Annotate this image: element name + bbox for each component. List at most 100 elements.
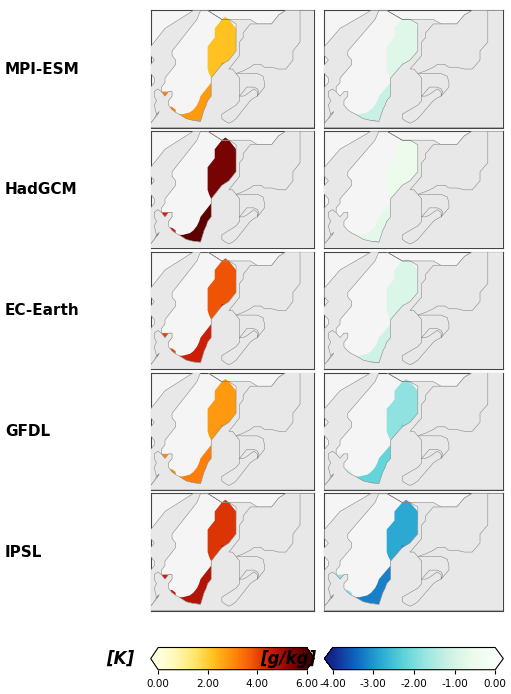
- Polygon shape: [147, 373, 200, 490]
- Polygon shape: [154, 575, 172, 595]
- Polygon shape: [154, 92, 172, 112]
- Polygon shape: [329, 333, 348, 353]
- Polygon shape: [236, 309, 304, 315]
- Text: GFDL: GFDL: [5, 424, 50, 439]
- Polygon shape: [151, 252, 314, 369]
- Polygon shape: [324, 10, 503, 128]
- Polygon shape: [236, 67, 304, 74]
- Polygon shape: [236, 550, 304, 557]
- Polygon shape: [151, 10, 314, 128]
- Polygon shape: [418, 67, 492, 74]
- Text: MPI-ESM: MPI-ESM: [5, 62, 80, 76]
- Polygon shape: [324, 373, 503, 490]
- Polygon shape: [207, 137, 240, 203]
- Polygon shape: [418, 188, 492, 194]
- Polygon shape: [329, 212, 348, 232]
- Polygon shape: [238, 572, 259, 581]
- Polygon shape: [151, 373, 314, 490]
- Polygon shape: [324, 252, 503, 369]
- Polygon shape: [331, 424, 445, 486]
- Polygon shape: [154, 333, 172, 353]
- Polygon shape: [410, 131, 488, 194]
- Polygon shape: [151, 131, 314, 248]
- Polygon shape: [331, 183, 445, 244]
- Polygon shape: [387, 379, 422, 445]
- Polygon shape: [320, 373, 379, 490]
- Polygon shape: [402, 436, 449, 486]
- PathPatch shape: [324, 648, 333, 670]
- Polygon shape: [420, 451, 443, 460]
- Polygon shape: [420, 330, 443, 339]
- PathPatch shape: [307, 648, 314, 670]
- Polygon shape: [324, 481, 503, 490]
- Polygon shape: [207, 379, 240, 445]
- Polygon shape: [329, 575, 348, 595]
- Polygon shape: [147, 493, 200, 611]
- Polygon shape: [329, 454, 348, 474]
- Polygon shape: [238, 210, 259, 219]
- Polygon shape: [402, 194, 449, 244]
- Polygon shape: [418, 430, 492, 436]
- Polygon shape: [161, 590, 176, 597]
- Polygon shape: [147, 252, 200, 369]
- Polygon shape: [222, 194, 265, 244]
- Polygon shape: [229, 10, 300, 74]
- Polygon shape: [207, 17, 240, 83]
- Polygon shape: [207, 500, 240, 566]
- Polygon shape: [331, 303, 445, 365]
- Text: EC-Earth: EC-Earth: [5, 303, 80, 318]
- Polygon shape: [324, 239, 503, 248]
- Polygon shape: [410, 493, 488, 557]
- Polygon shape: [151, 602, 314, 611]
- Polygon shape: [151, 481, 314, 490]
- Polygon shape: [418, 550, 492, 557]
- Polygon shape: [161, 469, 176, 476]
- Polygon shape: [236, 188, 304, 194]
- Polygon shape: [229, 252, 300, 315]
- Polygon shape: [324, 493, 503, 611]
- Polygon shape: [336, 348, 352, 355]
- Polygon shape: [154, 212, 172, 232]
- Polygon shape: [402, 557, 449, 607]
- Polygon shape: [331, 545, 445, 607]
- Polygon shape: [151, 360, 314, 369]
- Polygon shape: [320, 131, 379, 248]
- Polygon shape: [236, 430, 304, 436]
- Polygon shape: [147, 10, 200, 128]
- Polygon shape: [151, 493, 314, 611]
- Polygon shape: [331, 62, 445, 124]
- Polygon shape: [156, 303, 261, 365]
- Polygon shape: [324, 131, 503, 248]
- Polygon shape: [418, 309, 492, 315]
- Polygon shape: [156, 545, 261, 607]
- Polygon shape: [238, 451, 259, 460]
- Polygon shape: [324, 119, 503, 128]
- Polygon shape: [222, 557, 265, 607]
- Polygon shape: [336, 228, 352, 235]
- Polygon shape: [420, 210, 443, 219]
- Polygon shape: [410, 10, 488, 74]
- Polygon shape: [336, 107, 352, 115]
- Polygon shape: [402, 74, 449, 124]
- Polygon shape: [387, 258, 422, 324]
- Polygon shape: [229, 493, 300, 557]
- Polygon shape: [151, 239, 314, 248]
- Polygon shape: [410, 252, 488, 315]
- Polygon shape: [147, 131, 200, 248]
- Polygon shape: [151, 119, 314, 128]
- Polygon shape: [156, 424, 261, 486]
- Text: HadGCM: HadGCM: [5, 183, 78, 197]
- Polygon shape: [161, 107, 176, 115]
- Polygon shape: [238, 330, 259, 339]
- Polygon shape: [156, 62, 261, 124]
- PathPatch shape: [495, 648, 503, 670]
- Polygon shape: [222, 74, 265, 124]
- Polygon shape: [336, 590, 352, 597]
- Polygon shape: [387, 17, 422, 83]
- Polygon shape: [324, 360, 503, 369]
- Polygon shape: [324, 602, 503, 611]
- Polygon shape: [420, 89, 443, 98]
- Text: [K]: [K]: [106, 650, 134, 668]
- Polygon shape: [229, 373, 300, 436]
- Polygon shape: [336, 469, 352, 476]
